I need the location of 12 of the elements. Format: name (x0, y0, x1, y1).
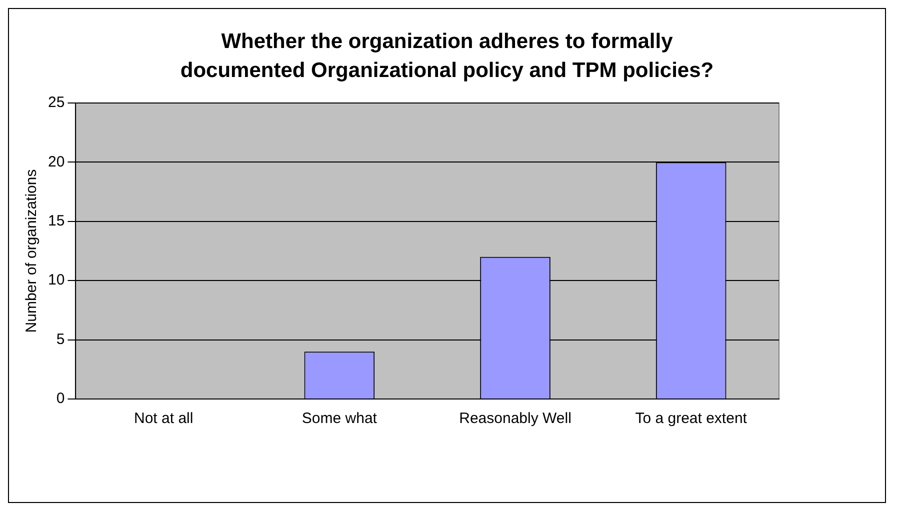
chart-title: Whether the organization adheres to formally documented Organizational policy and TPM policies? (179, 29, 715, 84)
x-tick-label: Reasonably Well (459, 410, 572, 428)
x-tick-label: Some what (302, 410, 378, 428)
y-tick-label: 5 (56, 330, 65, 348)
y-axis-title: Number of organizations (23, 169, 40, 333)
y-tick-label: 15 (48, 212, 65, 230)
y-tick-label: 10 (48, 272, 65, 289)
x-tick-label: Not at all (134, 410, 194, 428)
x-tick-label: To a great extent (635, 410, 748, 428)
y-tick-label: 20 (48, 153, 65, 170)
y-tick-label: 25 (48, 94, 65, 112)
y-tick-label: 0 (56, 390, 65, 408)
